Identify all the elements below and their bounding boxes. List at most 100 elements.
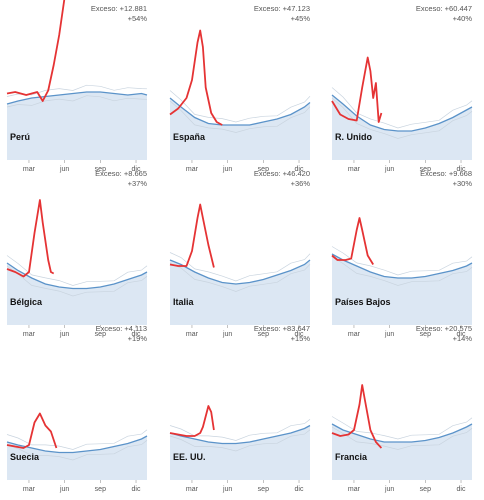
historical-range-line	[331, 246, 473, 276]
month-label: mar	[348, 166, 361, 173]
country-label: Suecia	[10, 452, 40, 462]
month-label: dic	[132, 486, 141, 493]
historical-range-line	[6, 95, 148, 108]
country-label: España	[173, 132, 206, 142]
excess-percent: +36%	[290, 179, 310, 188]
historical-range-line	[169, 252, 311, 282]
excess-line	[6, 0, 66, 102]
excess-count: Exceso: +4.113	[95, 324, 147, 333]
chart-panel: mar jun sep dic Exceso: +60.447 +40% R. Unido	[331, 0, 473, 173]
excess-line	[6, 199, 55, 278]
chart-svg: mar jun sep dic	[169, 405, 311, 493]
historical-range-line	[169, 100, 311, 133]
month-label: jun	[222, 331, 232, 338]
excess-annotation: Exceso: +47.123 +45%	[254, 4, 310, 24]
month-label: dic	[457, 166, 466, 173]
month-label: sep	[258, 486, 269, 493]
month-label: jun	[59, 331, 69, 338]
excess-percent: +15%	[290, 334, 310, 343]
baseline-area	[170, 98, 310, 160]
excess-percent: +54%	[127, 14, 147, 23]
excess-annotation: Exceso: +12.881 +54%	[91, 4, 147, 24]
month-label: dic	[295, 166, 304, 173]
chart-svg: mar jun sep dic	[6, 0, 148, 173]
chart-panel: mar jun sep dic Exceso: +83.647 +15% EE. UU.	[169, 320, 311, 493]
excess-annotation: Exceso: +46.420 +36%	[254, 169, 310, 189]
month-label: jun	[59, 166, 69, 173]
excess-line	[6, 412, 58, 449]
historical-range-line	[331, 426, 473, 450]
excess-line	[331, 384, 383, 449]
month-label: mar	[186, 331, 199, 338]
baseline-area	[332, 254, 472, 325]
excess-annotation: Exceso: +4.113 +19%	[96, 324, 147, 344]
baseline-line	[6, 262, 148, 290]
historical-range-line	[169, 429, 311, 452]
excess-count: Exceso: +8.665	[95, 169, 147, 178]
country-label: Países Bajos	[335, 297, 391, 307]
country-label: Italia	[173, 297, 194, 307]
chart-panel: mar jun sep dic Exceso: +20.575 +14% Francia	[331, 320, 473, 493]
month-label: mar	[348, 331, 361, 338]
excess-count: Exceso: +12.881	[90, 4, 147, 13]
month-label: sep	[420, 486, 431, 493]
baseline-area	[170, 425, 310, 480]
month-label: jun	[222, 166, 232, 173]
month-label: mar	[23, 486, 36, 493]
historical-range-line	[6, 265, 148, 297]
excess-count: Exceso: +20.575	[415, 324, 472, 333]
chart-panel: mar jun sep dic Exceso: +47.123 +45% España	[169, 0, 311, 173]
month-label: mar	[23, 331, 36, 338]
excess-line	[169, 29, 223, 126]
historical-range-line	[169, 90, 311, 123]
month-label: jun	[384, 331, 394, 338]
baseline-line	[6, 91, 148, 105]
month-label: jun	[59, 486, 69, 493]
historical-range-line	[6, 255, 148, 286]
month-label: sep	[95, 331, 106, 338]
chart-panel: mar jun sep dic Exceso: +9.668 +30% Países Baj…	[331, 165, 473, 338]
chart-svg: mar jun sep dic	[169, 29, 311, 173]
excess-annotation: Exceso: +20.575 +14%	[416, 324, 472, 344]
country-label: Francia	[335, 452, 368, 462]
baseline-line	[6, 435, 148, 454]
month-label: sep	[258, 166, 269, 173]
baseline-area	[7, 263, 147, 325]
month-label: sep	[95, 166, 106, 173]
chart-svg: mar jun sep dic	[6, 412, 148, 493]
excess-annotation: Exceso: +9.668 +30%	[420, 169, 472, 189]
country-label: Perú	[10, 132, 31, 142]
month-label: dic	[457, 486, 466, 493]
excess-count: Exceso: +83.647	[253, 324, 310, 333]
baseline-line	[331, 253, 473, 279]
chart-svg: mar jun sep dic	[331, 56, 473, 173]
month-label: dic	[295, 331, 304, 338]
excess-percent: +45%	[290, 14, 310, 23]
historical-range-line	[169, 262, 311, 292]
chart-panel: mar jun sep dic Exceso: +46.420 +36% Italia	[169, 165, 311, 338]
month-label: sep	[258, 331, 269, 338]
month-label: mar	[186, 166, 199, 173]
chart-panel: mar jun sep dic Exceso: +12.881 +54% Perú	[6, 0, 148, 173]
month-label: dic	[295, 486, 304, 493]
month-label: mar	[348, 486, 361, 493]
excess-line	[331, 217, 374, 265]
excess-annotation: Exceso: +60.447 +40%	[416, 4, 472, 24]
excess-count: Exceso: +47.123	[253, 4, 310, 13]
country-label: Bélgica	[10, 297, 43, 307]
excess-annotation: Exceso: +8.665 +37%	[95, 169, 147, 189]
month-label: dic	[132, 331, 141, 338]
excess-count: Exceso: +46.420	[253, 169, 310, 178]
baseline-line	[331, 94, 473, 132]
chart-panel: mar jun sep dic Exceso: +4.113 +19% Suecia	[6, 320, 148, 493]
excess-percent: +14%	[452, 334, 472, 343]
excess-annotation: Exceso: +83.647 +15%	[254, 324, 310, 344]
baseline-line	[169, 97, 311, 126]
excess-percent: +30%	[452, 179, 472, 188]
month-label: mar	[23, 166, 36, 173]
month-label: sep	[95, 486, 106, 493]
excess-percent: +19%	[127, 334, 147, 343]
historical-range-line	[169, 419, 311, 441]
baseline-line	[331, 423, 473, 443]
month-label: dic	[132, 166, 141, 173]
